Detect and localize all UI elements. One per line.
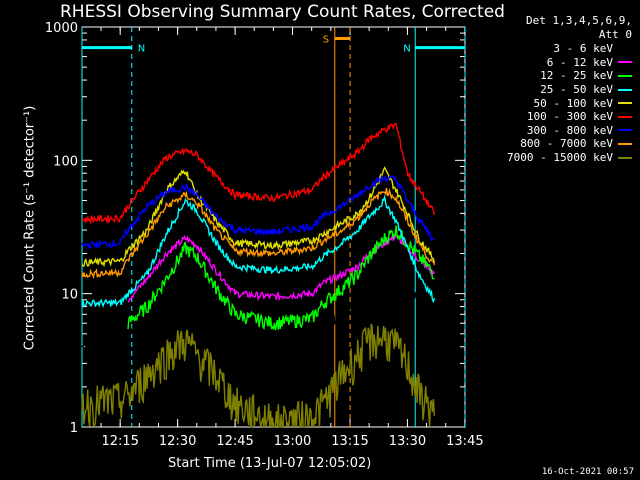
legend-swatch [618, 88, 632, 91]
legend-item: 3 - 6 keV [507, 42, 632, 56]
flag-label: S [323, 34, 329, 45]
legend-item: 50 - 100 keV [507, 96, 632, 110]
attenuator-label: Att 0 [598, 28, 632, 41]
y-tick-label: 1 [70, 421, 78, 436]
series-line [127, 225, 435, 331]
legend-swatch [618, 129, 632, 132]
series-lines [81, 122, 436, 429]
x-tick-label: 13:15 [331, 434, 368, 449]
y-tick-label: 100 [53, 154, 78, 169]
series-line [81, 194, 436, 308]
flag-label: N [138, 44, 145, 55]
legend-label: 25 - 50 keV [540, 83, 613, 97]
legend-item: 7000 - 15000 keV [507, 151, 632, 165]
legend-label: 50 - 100 keV [533, 96, 613, 110]
series-line [81, 174, 435, 250]
x-tick-label: 13:45 [446, 434, 483, 449]
y-axis-title: Corrected Count Rate (s⁻¹ detector⁻¹) [22, 105, 38, 351]
legend-label: 3 - 6 keV [553, 42, 613, 56]
series-line [81, 255, 436, 355]
detectors-label: Det 1,3,4,5,6,9, [526, 14, 632, 27]
legend-swatch [618, 102, 632, 105]
legend-item: 6 - 12 keV [507, 56, 632, 70]
series-line [81, 187, 436, 280]
series-line [81, 166, 436, 268]
legend-label: 7000 - 15000 keV [507, 151, 613, 165]
x-tick-label: 13:00 [274, 434, 311, 449]
y-tick-label: 10 [61, 288, 78, 303]
series-line [81, 323, 436, 429]
chart-title: RHESSI Observing Summary Count Rates, Co… [60, 2, 505, 22]
x-tick-label: 12:15 [101, 434, 138, 449]
legend-swatch [618, 47, 632, 50]
legend-swatch [618, 61, 632, 64]
legend-label: 300 - 800 keV [526, 123, 613, 137]
y-tick-label: 1000 [45, 21, 78, 36]
x-tick-label: 12:45 [216, 434, 253, 449]
legend-item: 300 - 800 keV [507, 124, 632, 138]
x-axis-title: Start Time (13-Jul-07 12:05:02) [168, 456, 372, 471]
legend-swatch [618, 74, 632, 77]
legend-item: 25 - 50 keV [507, 83, 632, 97]
legend-swatch [618, 115, 632, 118]
series-line [81, 122, 436, 225]
legend-swatch [618, 142, 632, 145]
legend-label: 12 - 25 keV [540, 69, 613, 83]
legend-label: 100 - 300 keV [526, 110, 613, 124]
legend-item: 800 - 7000 keV [507, 137, 632, 151]
timestamp: 16-Oct-2021 00:57 [541, 467, 634, 477]
x-tick-label: 13:30 [389, 434, 426, 449]
legend: 3 - 6 keV 6 - 12 keV 12 - 25 keV 25 - 50 ke… [507, 42, 632, 164]
legend-label: 800 - 7000 keV [520, 137, 613, 151]
legend-swatch [618, 156, 632, 159]
legend-item: 100 - 300 keV [507, 110, 632, 124]
x-tick-label: 12:30 [159, 434, 196, 449]
legend-label: 6 - 12 keV [546, 55, 613, 69]
flag-label: N [403, 44, 410, 55]
legend-item: 12 - 25 keV [507, 69, 632, 83]
flag-markers: N NS [82, 34, 465, 55]
